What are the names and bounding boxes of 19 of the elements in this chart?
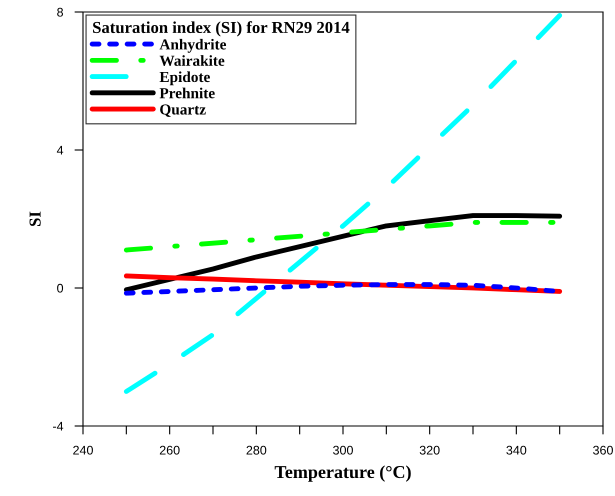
- legend-label: Epidote: [160, 71, 210, 86]
- legend-label: Prehnite: [160, 88, 215, 98]
- x-axis-title: Temperature (°C): [274, 465, 411, 482]
- y-axis-title: SI: [30, 212, 41, 226]
- y-tick-label: 8: [57, 8, 64, 17]
- x-tick-label: 300: [333, 446, 353, 455]
- y-tick-label: -4: [52, 422, 64, 431]
- y-tick-label: 4: [56, 146, 64, 155]
- x-tick-label: 280: [246, 446, 266, 455]
- legend-label: Quartz: [160, 104, 206, 117]
- legend-title: Saturation index (SI) for RN29 2014: [93, 21, 350, 36]
- x-tick-label: 320: [420, 446, 440, 455]
- legend-label: Wairakite: [160, 55, 224, 66]
- y-tick-label: 0: [57, 284, 64, 293]
- x-tick-label: 260: [160, 446, 180, 455]
- x-tick-label: 340: [506, 446, 526, 455]
- x-tick-label: 240: [73, 446, 93, 455]
- legend-label: Anhydrite: [160, 38, 226, 53]
- x-tick-label: 360: [593, 446, 613, 455]
